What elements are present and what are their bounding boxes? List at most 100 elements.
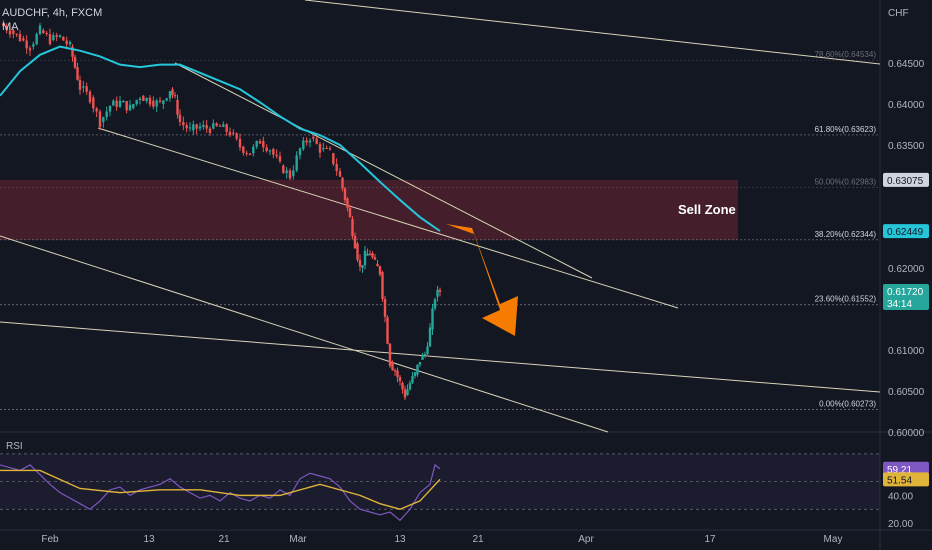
rsi-ma-line [0,469,441,510]
candle-body [52,35,55,41]
candle-body [12,30,15,34]
candle-body [356,243,359,260]
candle-body [188,127,192,129]
trend-line-4 [0,321,881,393]
candle-body [298,148,302,156]
candle-body [361,265,364,268]
candle-body [78,79,82,90]
candle-body [248,153,252,155]
candle-body [38,25,42,34]
price-tag-text-0: 0.63075 [887,176,924,187]
indicator-label: MA [2,21,19,33]
candle-body [65,40,68,45]
candle-body [403,389,407,398]
candle-body [318,143,322,153]
price-tick-label-0: 0.64500 [888,59,925,70]
candle-body [138,98,142,101]
sell-zone-label: Sell Zone [678,202,736,217]
rsi-tag-text-0: 59.21 [887,465,912,476]
candle-body [351,218,354,237]
candle-body [436,289,439,297]
candle-body [282,165,285,174]
fib-label-2: 50.00%(0.62983) [815,177,877,186]
candle-body [242,146,245,153]
candle-body [32,44,35,47]
price-tick-label-5: 0.60500 [888,387,925,398]
candle-body [408,382,412,390]
candle-body [376,263,379,267]
candle-body [275,154,278,157]
price-tag-2 [883,283,929,310]
candle-body [418,361,422,365]
candle-body [278,156,282,162]
time-label-4: 13 [394,534,406,545]
candle-body [305,140,308,143]
candle-body [386,317,389,344]
candle-body [173,95,177,97]
candle-body [158,100,162,102]
sell-zone [0,179,738,240]
candle-body [62,36,65,41]
candle-body [48,34,52,45]
candle-body [388,343,392,366]
candle-body [5,25,8,31]
price-tick-label-2: 0.63500 [888,141,925,152]
candle-body [428,327,432,347]
candle-body [268,150,272,152]
candle-body [245,152,248,154]
candle-body [122,101,125,103]
fib-label-4: 23.60%(0.61552) [815,295,877,304]
price-tick-label-4: 0.61000 [888,346,925,357]
rsi-tag-1 [883,472,929,487]
candle-body [391,362,394,371]
down-arrow [446,224,518,336]
candle-body [28,48,32,51]
rsi-tick-label-0: 40.00 [888,491,913,502]
rsi-tag-0 [883,461,929,476]
candle-body [322,147,325,150]
candle-body [92,97,95,109]
time-label-6: Apr [578,534,594,545]
candle-body [128,104,132,111]
candle-body [398,377,402,382]
candle-body [335,163,338,172]
candle-body [22,38,25,41]
candle-body [338,171,342,177]
symbol-header: AUDCHF, 4h, FXCM [2,7,103,19]
price-tag-text-2: 0.61720 [887,287,924,298]
rsi-label: RSI [6,441,23,452]
trend-line-3 [0,235,609,433]
candle-body [112,100,115,106]
candle-body [232,132,235,134]
candle-body [58,35,62,37]
rsi-tick-label-1: 20.00 [888,519,913,530]
candle-body [208,128,212,134]
price-tag-1 [883,224,929,239]
trend-line-2 [97,127,679,309]
fib-label-3: 38.20%(0.62344) [815,230,877,239]
candle-body [346,198,349,208]
candle-body [76,67,79,80]
candle-body [115,100,118,107]
candle-body [348,207,352,218]
candle-body [315,138,318,144]
candle-body [212,123,215,129]
candle-body [142,95,145,102]
candle-body [195,124,198,129]
candle-body [202,125,205,127]
candle-body [171,89,174,96]
candle-body [416,364,419,375]
candle-body [438,289,442,292]
candle-body [148,97,152,105]
candle-body [332,153,335,164]
candle-body [222,124,225,127]
candle-body [68,42,72,45]
time-label-5: 21 [472,534,484,545]
ma-line [0,45,441,232]
candle-body [45,33,48,35]
candle-body [396,370,399,378]
fib-label-0: 78.60%(0.64534) [815,50,877,59]
candle-body [85,86,88,92]
candle-body [145,97,148,102]
